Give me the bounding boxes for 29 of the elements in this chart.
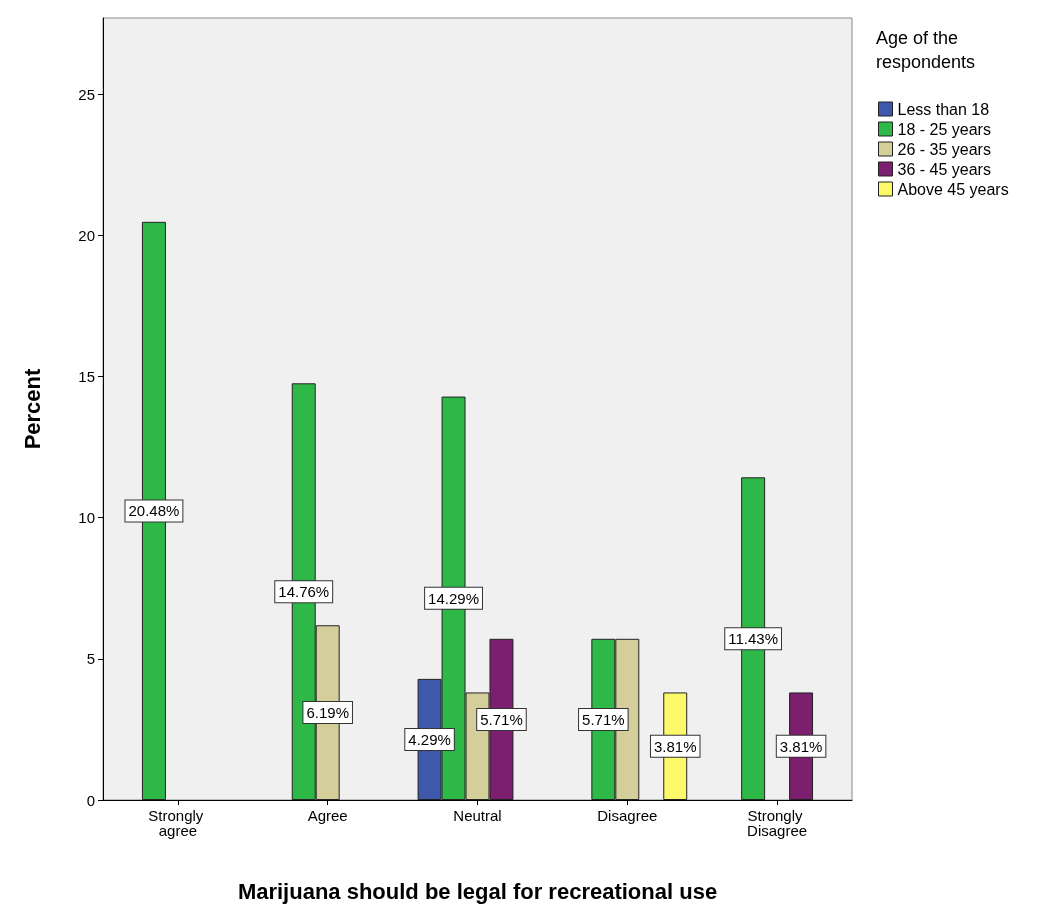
legend-label: 26 - 35 years bbox=[897, 140, 991, 158]
data-label: 3.81% bbox=[653, 737, 697, 755]
data-label: 5.71% bbox=[582, 710, 625, 728]
x-tick-label: Strongly Disagree bbox=[747, 807, 808, 839]
legend-label: 18 - 25 years bbox=[897, 120, 991, 138]
y-tick-label: 10 bbox=[78, 509, 95, 527]
x-axis-title: Marijuana should be legal for recreational use bbox=[237, 878, 718, 904]
legend-title: Age of the respondents bbox=[876, 28, 976, 72]
legend-label: 36 - 45 years bbox=[897, 160, 991, 178]
legend-label: Less than 18 bbox=[897, 100, 990, 118]
y-tick-label: 0 bbox=[86, 791, 95, 809]
x-tick-label: Strongly agree bbox=[148, 807, 208, 839]
data-label: 14.29% bbox=[428, 589, 479, 607]
data-label: 11.43% bbox=[728, 630, 779, 648]
data-label: 20.48% bbox=[128, 502, 180, 520]
y-tick-label: 20 bbox=[78, 226, 95, 244]
y-tick-label: 15 bbox=[78, 368, 95, 386]
data-label: 3.81% bbox=[779, 737, 823, 755]
data-label: 14.76% bbox=[278, 583, 330, 601]
data-label: 6.19% bbox=[306, 704, 349, 722]
y-axis-title: Percent bbox=[19, 367, 45, 450]
y-tick-label: 5 bbox=[86, 650, 95, 668]
data-label: 4.29% bbox=[408, 730, 451, 748]
x-tick-label: Agree bbox=[307, 807, 348, 824]
legend-label: Above 45 years bbox=[897, 180, 1009, 198]
y-tick-label: 25 bbox=[78, 85, 95, 103]
data-label: 5.71% bbox=[480, 710, 523, 728]
x-tick-label: Neutral bbox=[453, 807, 502, 824]
x-tick-label: Disagree bbox=[597, 807, 658, 824]
